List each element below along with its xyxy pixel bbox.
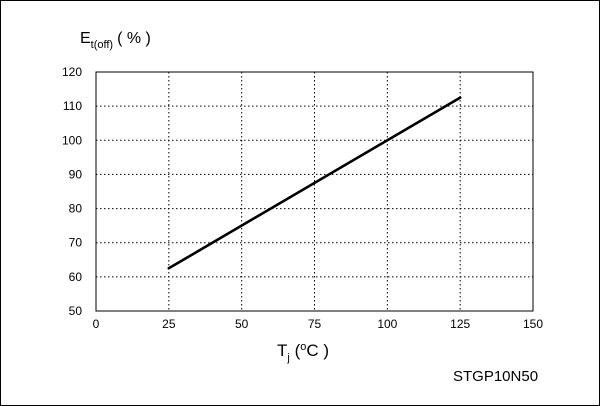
y-tick-label: 100	[62, 133, 82, 147]
y-tick-label: 70	[69, 236, 83, 250]
x-tick-label: 125	[450, 317, 470, 331]
y-axis-label-unit: ( % )	[117, 30, 151, 47]
x-tick-label: 25	[162, 317, 176, 331]
y-axis-label-subscript: t(off)	[91, 39, 113, 51]
series-group	[167, 96, 462, 270]
x-axis-label-subscript: j	[286, 352, 289, 364]
x-tick-label: 0	[93, 317, 100, 331]
plot-area	[95, 71, 534, 312]
y-axis-ticks: 50 60 70 80 90 100 110 120	[62, 65, 82, 318]
y-axis-label: Et(off) ( % )	[80, 30, 151, 51]
x-axis-label-unit-open: (	[290, 341, 301, 360]
y-tick-label: 110	[63, 99, 82, 113]
x-tick-label: 50	[235, 317, 249, 331]
x-axis-label-unit-close: C )	[306, 341, 329, 360]
series-line	[167, 96, 462, 270]
x-axis-label-main: T	[277, 341, 287, 360]
x-axis-ticks: 0 25 50 75 100 125 150	[93, 317, 544, 331]
x-tick-label: 75	[308, 317, 322, 331]
x-axis-label: Tj (oC )	[277, 341, 329, 364]
y-axis-label-main: E	[80, 30, 91, 47]
y-tick-label: 120	[62, 65, 82, 79]
grid	[96, 72, 533, 311]
x-tick-label: 150	[523, 317, 543, 331]
x-tick-label: 100	[377, 317, 397, 331]
y-tick-label: 80	[69, 202, 83, 216]
y-tick-label: 60	[69, 270, 83, 284]
y-tick-label: 50	[69, 304, 83, 318]
part-number: STGP10N50	[453, 368, 538, 385]
x-axis-label-degree: o	[300, 341, 306, 353]
y-tick-label: 90	[69, 167, 83, 181]
